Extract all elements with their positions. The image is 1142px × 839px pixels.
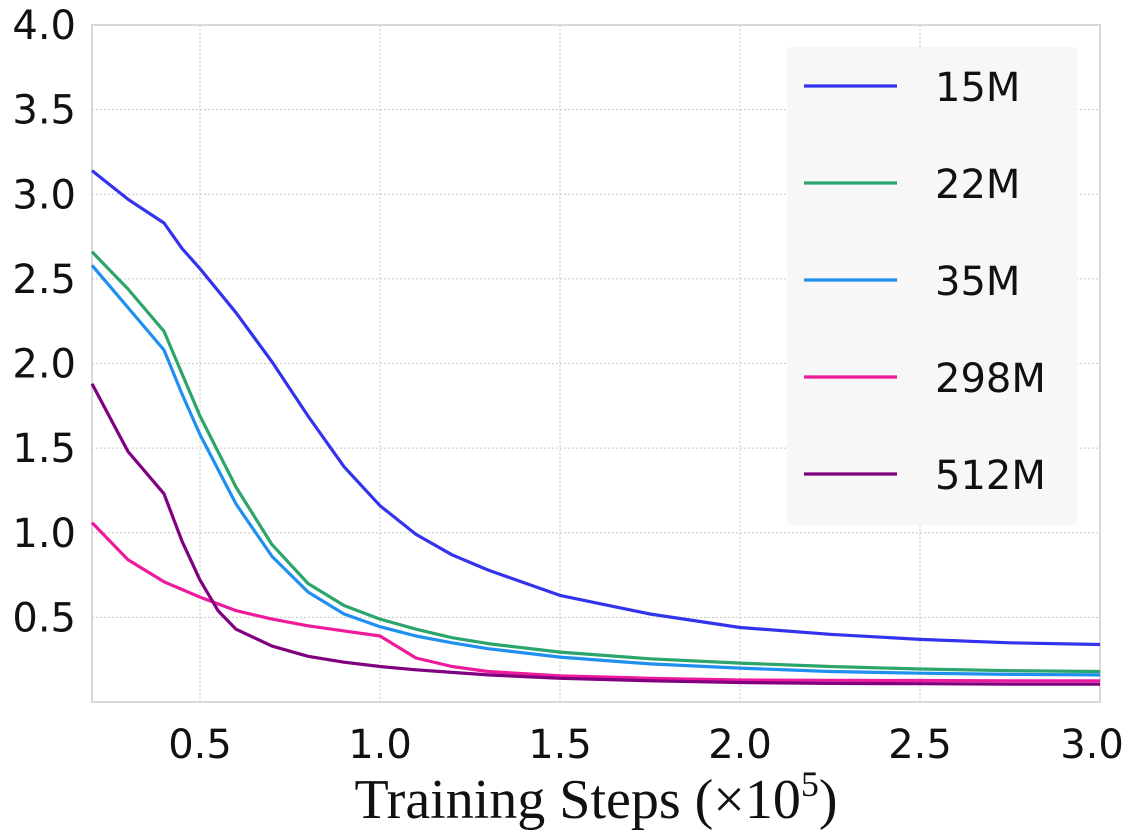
y-tick-label: 1.5	[12, 426, 76, 472]
y-tick-label: 3.5	[12, 88, 76, 134]
series-line-298M	[90, 521, 1100, 683]
x-axis-ticks: 0.5 1.0 1.5 2.0 2.5 3.0	[168, 722, 1124, 768]
legend-label-15M: 15M	[935, 65, 1020, 111]
x-axis-title-main: Training Steps (×10	[354, 769, 800, 831]
y-tick-label: 2.0	[12, 342, 76, 388]
legend-label-22M: 22M	[935, 162, 1020, 208]
x-tick-label: 3.0	[1060, 722, 1124, 768]
x-axis-title-close: )	[819, 769, 838, 831]
x-tick-label: 0.5	[168, 722, 232, 768]
x-tick-label: 1.0	[348, 722, 412, 768]
x-axis-title: Training Steps (×105)	[354, 764, 837, 831]
series-line-15M	[91, 169, 1101, 647]
series-line-512M	[90, 383, 1100, 686]
series-line-22M	[90, 250, 1101, 674]
y-axis-ticks: 0.5 1.0 1.5 2.0 2.5 3.0 3.5 4.0	[12, 3, 76, 641]
x-tick-label: 2.5	[888, 722, 952, 768]
y-tick-label: 4.0	[12, 3, 76, 49]
legend-label-298M: 298M	[935, 356, 1046, 402]
x-axis-title-exponent: 5	[801, 764, 819, 804]
x-tick-label: 2.0	[708, 722, 772, 768]
y-tick-label: 2.5	[12, 257, 76, 303]
y-tick-label: 3.0	[12, 172, 76, 218]
legend-label-512M: 512M	[935, 453, 1046, 499]
legend: 15M 22M 35M 298M 512M	[787, 47, 1077, 525]
plot-frame	[91, 24, 1101, 703]
y-tick-label: 0.5	[12, 595, 76, 641]
series-line-35M	[90, 264, 1101, 677]
x-tick-label: 1.5	[528, 722, 592, 768]
y-tick-label: 1.0	[12, 511, 76, 557]
series-lines	[90, 169, 1101, 686]
legend-label-35M: 35M	[935, 259, 1020, 305]
legend-box	[787, 47, 1077, 525]
